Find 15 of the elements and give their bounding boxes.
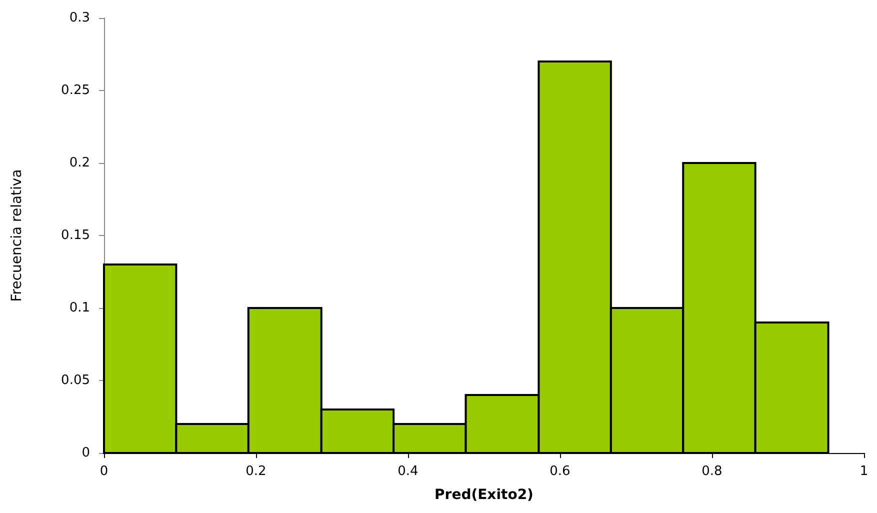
- y-tick-label: 0.25: [61, 83, 90, 98]
- x-tick-label: 0: [100, 464, 108, 479]
- y-tick-label: 0.2: [69, 156, 90, 170]
- x-tick-label: 0.6: [550, 464, 570, 479]
- y-tick-label: 0.3: [69, 10, 90, 26]
- y-axis-title: Frecuencia relativa: [9, 169, 25, 302]
- y-tick-label: 0.1: [69, 300, 90, 316]
- x-tick-label: 0.8: [702, 464, 722, 479]
- y-tick-label: 0: [82, 446, 90, 460]
- x-tick-label: 0.2: [246, 464, 266, 479]
- x-tick-label: 0.4: [398, 464, 418, 479]
- y-tick-label: 0.05: [61, 373, 90, 388]
- y-tick-label: 0.15: [61, 228, 90, 243]
- x-axis-title: Pred(Exito2): [434, 487, 534, 503]
- x-tick-label: 1: [860, 464, 868, 479]
